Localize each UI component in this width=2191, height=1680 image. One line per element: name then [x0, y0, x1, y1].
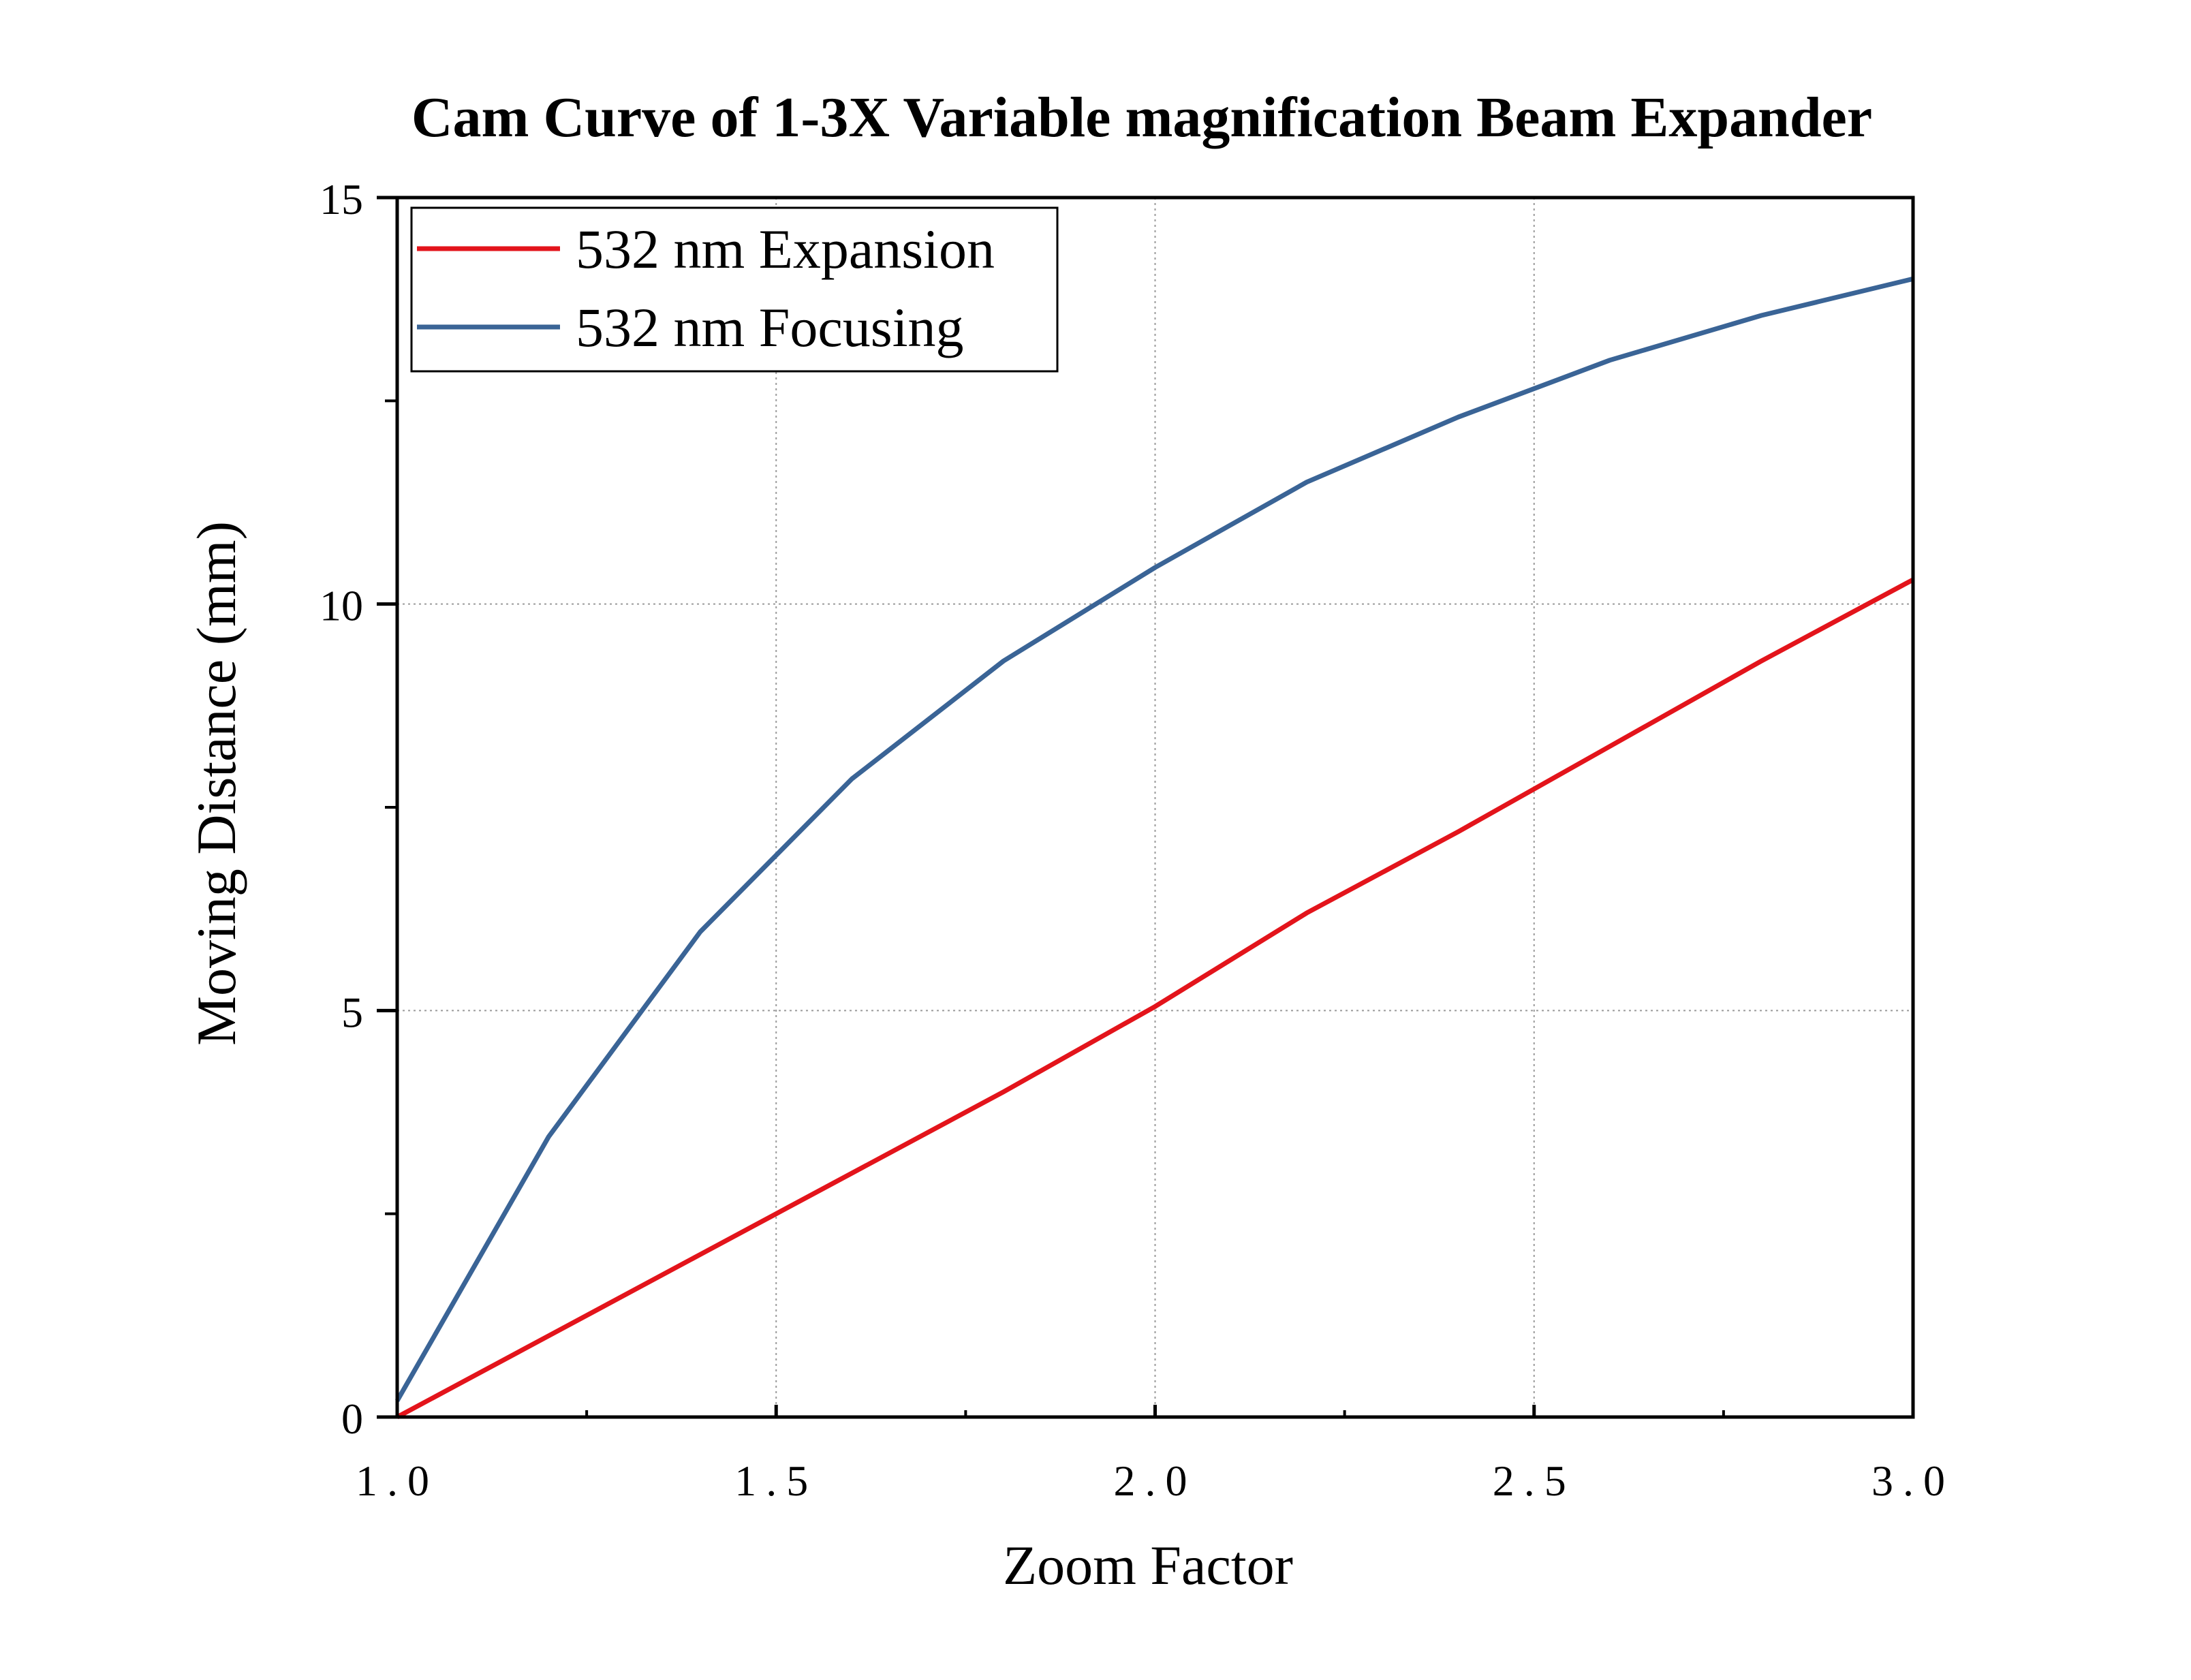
x-tick-label: 2.0: [1114, 1457, 1197, 1505]
legend: 532 nm Expansion 532 nm Focusing: [410, 206, 1059, 373]
y-tick-label: 0: [341, 1395, 363, 1443]
y-axis-label: Moving Distance (mm): [185, 521, 247, 1046]
series-line-532-nm-expansion: [396, 577, 1914, 1420]
chart-title: Cam Curve of 1-3X Variable magnification…: [411, 86, 1872, 149]
x-tick-label: 2.5: [1493, 1457, 1576, 1505]
series-group: [394, 276, 1914, 1420]
x-axis-label: Zoom Factor: [1003, 1534, 1293, 1596]
x-tick-label: 3.0: [1871, 1457, 1955, 1505]
legend-label-expansion: 532 nm Expansion: [576, 218, 995, 280]
y-tick-label: 15: [320, 175, 363, 223]
grid: [397, 198, 1913, 1417]
x-tick-label: 1.0: [356, 1457, 439, 1505]
ticks: 1.0 1.5 2.0 2.5 3.0 0 5 10 15: [320, 175, 1955, 1505]
y-tick-label: 10: [320, 582, 363, 630]
legend-label-focusing: 532 nm Focusing: [576, 296, 963, 358]
x-tick-label: 1.5: [734, 1457, 818, 1505]
series-line-532-nm-focusing: [394, 276, 1914, 1402]
legend-box: [410, 206, 1059, 373]
y-tick-label: 5: [341, 988, 363, 1036]
